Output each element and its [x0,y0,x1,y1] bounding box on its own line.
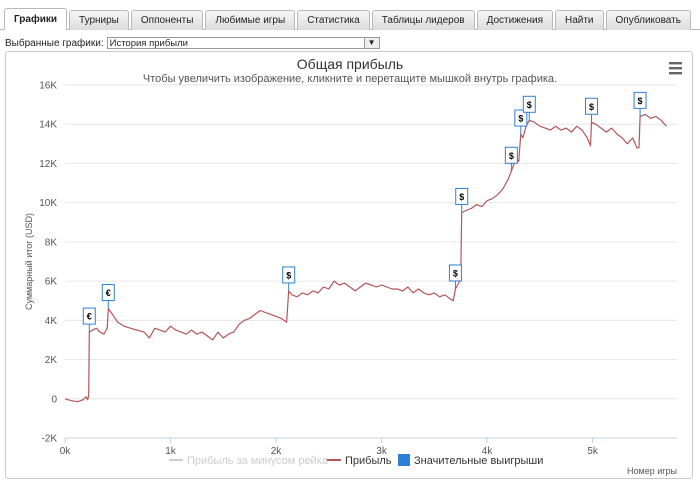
legend-label-big-wins: Значительные выигрыши [414,455,543,467]
chart-container[interactable]: Общая прибыль Чтобы увеличить изображение… [5,51,693,479]
chart-subtitle: Чтобы увеличить изображение, кликните и … [143,73,557,85]
y-tick-label: 16K [39,81,57,92]
big-win-symbol: $ [638,96,643,106]
x-tick-label: 1k [165,446,177,457]
big-win-symbol: € [106,288,111,298]
big-win-flag[interactable] [455,187,469,205]
chart-selector-row: Выбранные графики: История прибыли ▼ [5,36,380,50]
x-axis-title: Номер игры [627,466,677,476]
x-tick-label: 5k [587,446,599,457]
tab-1[interactable]: Турниры [69,10,129,30]
y-tick-label: 0 [51,394,57,405]
big-win-symbol: $ [527,100,532,110]
legend-label-profit: Прибыль [345,455,392,467]
y-tick-label: 8K [45,237,58,248]
tab-4[interactable]: Статистика [297,10,370,30]
y-tick-label: -2K [41,434,57,445]
big-win-symbol: $ [459,192,464,202]
tab-5[interactable]: Таблицы лидеров [371,10,475,30]
tab-0[interactable]: Графики [4,8,68,30]
big-win-symbol: $ [286,270,291,280]
big-win-flag[interactable] [514,109,528,127]
big-win-flag[interactable] [82,307,96,325]
x-tick-label: 4k [482,446,494,457]
big-win-symbol: € [87,312,92,322]
profit-series-line[interactable] [64,113,667,403]
big-win-symbol: $ [453,268,458,278]
chart-selector-dropdown[interactable]: История прибыли ▼ [106,37,380,49]
y-tick-label: 12K [39,159,57,170]
chart-selector-value: История прибыли [109,38,188,49]
big-win-flag[interactable] [504,146,518,164]
big-win-flag[interactable] [448,264,462,282]
big-win-flag[interactable] [633,91,647,109]
y-axis-title: Суммарный итог (USD) [24,213,34,310]
tab-2[interactable]: Оппоненты [130,10,204,30]
y-tick-label: 14K [39,120,57,131]
y-tick-label: 4K [45,316,58,327]
tab-6[interactable]: Достижения [476,10,553,30]
legend-marker-big-wins[interactable] [398,454,410,466]
chart-selector-label: Выбранные графики: [5,37,104,49]
big-win-flag[interactable] [282,266,296,284]
tab-7[interactable]: Найти [554,10,604,30]
big-win-flag[interactable] [522,95,536,113]
menu-icon[interactable] [669,62,682,75]
big-win-symbol: $ [518,114,523,124]
big-win-symbol: $ [589,102,594,112]
big-win-flag[interactable] [585,97,599,115]
y-tick-label: 6K [45,277,58,288]
y-tick-label: 2K [45,355,58,366]
tab-3[interactable]: Любимые игры [205,10,296,30]
legend-label-rake: Прибыль за минусом рейка [187,455,329,467]
x-tick-label: 0k [60,446,72,457]
tab-bar: Графики Турниры Оппоненты Любимые игры Стати… [0,0,700,30]
big-win-flag[interactable] [101,284,115,302]
tab-8[interactable]: Опубликовать [605,10,691,30]
y-tick-label: 10K [39,198,57,209]
x-tick-label: 3k [376,446,388,457]
chart-title: Общая прибыль [297,56,403,72]
big-win-symbol: $ [509,151,514,161]
x-tick-label: 2k [271,446,283,457]
chevron-down-icon[interactable]: ▼ [363,38,379,48]
